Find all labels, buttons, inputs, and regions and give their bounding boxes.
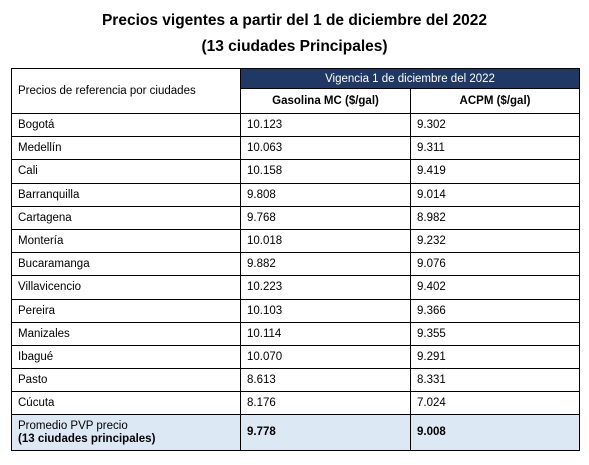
acpm-cell: 9.302 bbox=[409, 112, 581, 138]
acpm-cell: 9.355 bbox=[409, 321, 581, 346]
header-row: Precios de referencia por ciudades Vigen… bbox=[11, 67, 581, 114]
table-row: Cartagena 9.768 8.982 bbox=[11, 205, 581, 230]
city-cell: Bucaramanga bbox=[11, 252, 241, 277]
average-acpm: 9.008 bbox=[409, 414, 581, 452]
table-row: Cúcuta 8.176 7.024 bbox=[11, 391, 581, 416]
table-row: Pasto 8.613 8.331 bbox=[11, 368, 581, 393]
gasolina-cell: 10.018 bbox=[240, 228, 411, 254]
gasolina-cell: 8.176 bbox=[240, 391, 411, 416]
gasolina-column-header: Gasolina MC ($/gal) bbox=[240, 88, 411, 114]
table-row: Cali 10.158 9.419 bbox=[11, 159, 581, 184]
table-row: Bucaramanga 9.882 9.076 bbox=[11, 252, 581, 277]
table-row: Medellín 10.063 9.311 bbox=[11, 136, 581, 161]
acpm-cell: 9.311 bbox=[409, 136, 581, 161]
acpm-cell: 9.291 bbox=[409, 344, 581, 370]
table-body: Bogotá 10.123 9.302 Medellín 10.063 9.311 Cali… bbox=[11, 112, 581, 416]
acpm-cell: 9.419 bbox=[409, 159, 581, 184]
average-row: Promedio PVP precio (13 ciudades princip… bbox=[11, 414, 581, 452]
acpm-cell: 8.982 bbox=[409, 205, 581, 230]
acpm-cell: 9.232 bbox=[409, 228, 581, 254]
city-cell: Manizales bbox=[11, 321, 241, 346]
table-row: Bogotá 10.123 9.302 bbox=[11, 112, 581, 138]
table-row: Pereira 10.103 9.366 bbox=[11, 298, 581, 323]
average-label-line1: Promedio PVP precio bbox=[18, 419, 128, 432]
city-cell: Pasto bbox=[11, 368, 241, 393]
gasolina-cell: 10.114 bbox=[240, 321, 411, 346]
city-cell: Villavicencio bbox=[11, 275, 241, 300]
average-label-line2: (13 ciudades principales) bbox=[18, 432, 156, 445]
gasolina-cell: 10.223 bbox=[240, 275, 411, 300]
average-gasolina: 9.778 bbox=[240, 414, 411, 452]
gasolina-cell: 9.882 bbox=[240, 252, 411, 277]
vigencia-header: Vigencia 1 de diciembre del 2022 bbox=[239, 67, 581, 90]
city-cell: Cúcuta bbox=[11, 391, 241, 416]
city-cell: Medellín bbox=[11, 136, 241, 161]
table-row: Manizales 10.114 9.355 bbox=[11, 321, 581, 346]
gasolina-cell: 10.158 bbox=[240, 159, 411, 184]
table-row: Ibagué 10.070 9.291 bbox=[11, 344, 581, 370]
city-cell: Cartagena bbox=[11, 205, 241, 230]
acpm-cell: 8.331 bbox=[409, 368, 581, 393]
city-cell: Montería bbox=[11, 228, 241, 254]
city-cell: Ibagué bbox=[11, 344, 241, 370]
gasolina-cell: 9.768 bbox=[240, 205, 411, 230]
gasolina-cell: 8.613 bbox=[240, 368, 411, 393]
gasolina-cell: 10.070 bbox=[240, 344, 411, 370]
city-cell: Bogotá bbox=[11, 112, 241, 138]
table-row: Barranquilla 9.808 9.014 bbox=[11, 182, 581, 207]
reference-header: Precios de referencia por ciudades bbox=[11, 68, 241, 114]
table-row: Montería 10.018 9.232 bbox=[11, 228, 581, 254]
acpm-cell: 9.014 bbox=[409, 182, 581, 207]
gasolina-cell: 10.103 bbox=[240, 298, 411, 323]
gasolina-cell: 10.063 bbox=[240, 136, 411, 161]
average-label: Promedio PVP precio (13 ciudades princip… bbox=[11, 414, 241, 452]
city-cell: Cali bbox=[11, 159, 241, 184]
city-cell: Barranquilla bbox=[11, 182, 241, 207]
gasolina-cell: 10.123 bbox=[240, 112, 411, 138]
column-header-row: Gasolina MC ($/gal) ACPM ($/gal) bbox=[12, 88, 581, 114]
document-title: Precios vigentes a partir del 1 de dicie… bbox=[101, 12, 488, 29]
prices-table: Precios de referencia por ciudades Vigen… bbox=[11, 67, 581, 452]
acpm-cell: 9.402 bbox=[409, 275, 581, 300]
acpm-column-header: ACPM ($/gal) bbox=[409, 88, 581, 114]
gasolina-cell: 9.808 bbox=[240, 182, 411, 207]
acpm-cell: 9.366 bbox=[409, 298, 581, 323]
city-cell: Pereira bbox=[11, 298, 241, 323]
table-row: Villavicencio 10.223 9.402 bbox=[11, 275, 581, 300]
document-subtitle: (13 ciudades Principales) bbox=[201, 38, 388, 55]
acpm-cell: 7.024 bbox=[409, 391, 581, 416]
acpm-cell: 9.076 bbox=[409, 252, 581, 277]
